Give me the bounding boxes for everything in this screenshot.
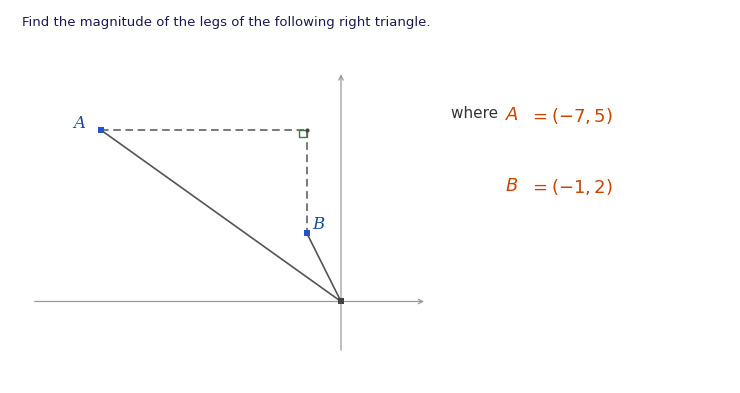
Text: $= (-7, 5)$: $= (-7, 5)$ — [529, 106, 613, 126]
Text: $= (-1, 2)$: $= (-1, 2)$ — [529, 177, 613, 197]
Text: A: A — [73, 115, 85, 132]
Text: $B$: $B$ — [505, 177, 518, 195]
Text: where: where — [451, 106, 508, 121]
Text: $A$: $A$ — [505, 106, 519, 124]
Text: Find the magnitude of the legs of the following right triangle.: Find the magnitude of the legs of the fo… — [22, 16, 431, 29]
Bar — [299, 130, 306, 138]
Text: B: B — [312, 217, 324, 233]
